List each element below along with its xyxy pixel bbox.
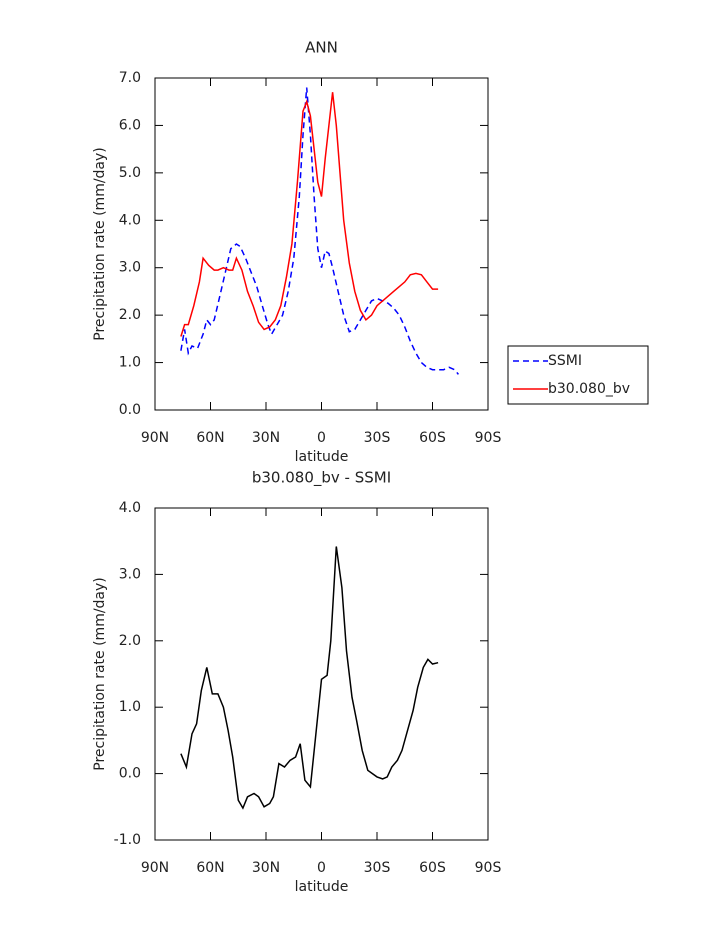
y-tick-label: 7.0: [119, 70, 141, 86]
y-tick-label: 6.0: [119, 117, 141, 133]
x-tick-label: 30N: [252, 430, 280, 446]
x-tick-label: 0: [317, 430, 326, 446]
x-tick-label: 90N: [141, 430, 169, 446]
y-tick-label: 0.0: [119, 766, 141, 782]
x-tick-label: 60S: [419, 430, 446, 446]
data-line: [180, 92, 439, 337]
x-tick-label: 30N: [252, 860, 280, 876]
chart-title: b30.080_bv - SSMI: [252, 469, 391, 488]
y-axis-label: Precipitation rate (mm/day): [92, 147, 108, 341]
y-tick-label: 1.0: [119, 355, 141, 371]
x-tick-label: 60N: [196, 430, 224, 446]
y-tick-label: 4.0: [119, 212, 141, 228]
y-tick-label: 0.0: [119, 402, 141, 418]
x-axis-label: latitude: [295, 879, 349, 895]
legend-box: [507, 345, 649, 405]
x-tick-label: 60N: [196, 860, 224, 876]
y-tick-label: 1.0: [119, 699, 141, 715]
y-axis-label: Precipitation rate (mm/day): [92, 577, 108, 771]
y-tick-label: 5.0: [119, 165, 141, 181]
chart-title: ANN: [305, 39, 338, 57]
y-tick-label: -1.0: [114, 832, 141, 848]
y-tick-label: 2.0: [119, 633, 141, 649]
x-tick-label: 30S: [364, 860, 391, 876]
y-tick-label: 4.0: [119, 500, 141, 516]
x-tick-label: 90S: [475, 860, 502, 876]
x-tick-label: 90N: [141, 860, 169, 876]
y-tick-label: 2.0: [119, 307, 141, 323]
y-tick-label: 3.0: [119, 566, 141, 582]
x-axis-label: latitude: [295, 449, 349, 465]
y-tick-label: 3.0: [119, 260, 141, 276]
plot-frame: [154, 77, 489, 411]
legend-label: b30.080_bv: [548, 381, 630, 397]
x-tick-label: 90S: [475, 430, 502, 446]
x-tick-label: 30S: [364, 430, 391, 446]
legend-label: SSMI: [548, 353, 582, 369]
data-line: [180, 87, 459, 375]
data-line: [180, 546, 439, 810]
x-tick-label: 60S: [419, 860, 446, 876]
x-tick-label: 0: [317, 860, 326, 876]
